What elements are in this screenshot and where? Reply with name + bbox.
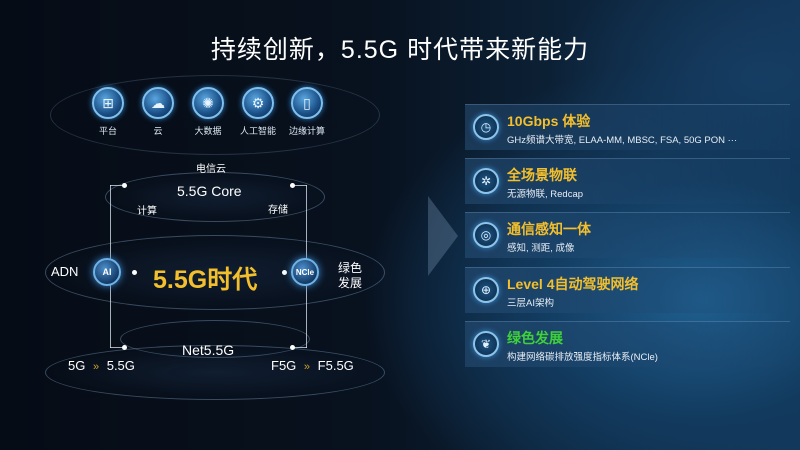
top-icon-label: 大数据 [194, 126, 222, 136]
connector-dot [122, 183, 127, 188]
top-icon-label: 平台 [98, 126, 117, 136]
top-icon-label: 边缘计算 [288, 126, 325, 136]
connector-dot [122, 345, 127, 350]
top-ring [50, 75, 380, 155]
double-chevron-icon: » [92, 361, 100, 373]
evolution-right: F5G » F5.5G [271, 358, 354, 373]
capability-desc: 构建网络碳排放强度指标体系(NCle) [507, 352, 658, 363]
capability-item: ◷ 10Gbps 体验 GHz频谱大带宽, ELAA-MM, MBSC, FSA… [465, 104, 790, 150]
adn-label: ADN [51, 264, 79, 279]
slide-title: 持续创新，5.5G 时代带来新能力 [210, 36, 590, 64]
capability-title: Level 4自动驾驶网络 [507, 276, 639, 292]
sensing-icon: ◎ [473, 222, 499, 248]
iot-network-icon: ✲ [473, 168, 499, 194]
capability-desc: 无源物联, Redcap [507, 189, 584, 200]
capability-item: ◎ 通信感知一体 感知, 测距, 成像 [465, 212, 790, 258]
big-data-icon: ✺ [192, 87, 224, 119]
connector-dot [290, 345, 295, 350]
platform-icon: ⊞ [92, 87, 124, 119]
bracket-tick [110, 185, 124, 186]
capability-title: 绿色发展 [507, 330, 563, 346]
speed-gauge-icon: ◷ [473, 114, 499, 140]
bottom-ring [45, 345, 385, 400]
leaf-icon: ❦ [473, 331, 499, 357]
arrow-right-icon [428, 196, 458, 276]
capability-title: 全场景物联 [507, 167, 577, 183]
core-label: 5.5G Core [177, 183, 242, 199]
capability-desc: GHz频谱大带宽, ELAA-MM, MBSC, FSA, 50G PON ··… [507, 135, 738, 146]
globe-network-icon: ⊕ [473, 277, 499, 303]
cloud-icon: ☁ [142, 87, 174, 119]
connector-dot [132, 270, 137, 275]
edge-computing-icon: ▯ [291, 87, 323, 119]
ai-chip-icon: ⚙ [242, 87, 274, 119]
top-icon-label: 云 [153, 126, 163, 136]
bracket-tick [110, 347, 124, 348]
to-label: F5.5G [317, 358, 354, 373]
ncle-badge: NCle [291, 258, 319, 286]
storage-label: 存储 [268, 205, 288, 216]
green-label-1: 绿色 [338, 261, 363, 275]
center-title: 5.5G时代 [153, 266, 258, 294]
center-ring [45, 235, 385, 310]
evolution-left: 5G » 5.5G [68, 358, 135, 373]
capability-item: ✲ 全场景物联 无源物联, Redcap [465, 158, 790, 204]
bracket-tick [293, 185, 307, 186]
capability-desc: 感知, 测距, 成像 [507, 243, 575, 254]
double-chevron-icon: » [303, 361, 311, 373]
compute-label: 计算 [137, 206, 157, 217]
capability-item: ⊕ Level 4自动驾驶网络 三层AI架构 [465, 267, 790, 313]
ai-badge: AI [93, 258, 121, 286]
from-label: F5G [271, 358, 297, 373]
connector-dot [282, 270, 287, 275]
bracket-tick [293, 347, 307, 348]
green-label-2: 发展 [338, 276, 363, 290]
capability-title: 10Gbps 体验 [507, 113, 591, 129]
to-label: 5.5G [106, 358, 135, 373]
top-icon-label: 人工智能 [239, 126, 276, 136]
connector-dot [290, 183, 295, 188]
net-label: Net5.5G [182, 342, 235, 358]
capability-item: ❦ 绿色发展 构建网络碳排放强度指标体系(NCle) [465, 321, 790, 367]
capability-title: 通信感知一体 [507, 221, 591, 237]
from-label: 5G [68, 358, 86, 373]
capability-desc: 三层AI架构 [507, 298, 554, 309]
core-ring [105, 172, 325, 222]
cloud-label: 电信云 [196, 164, 226, 175]
